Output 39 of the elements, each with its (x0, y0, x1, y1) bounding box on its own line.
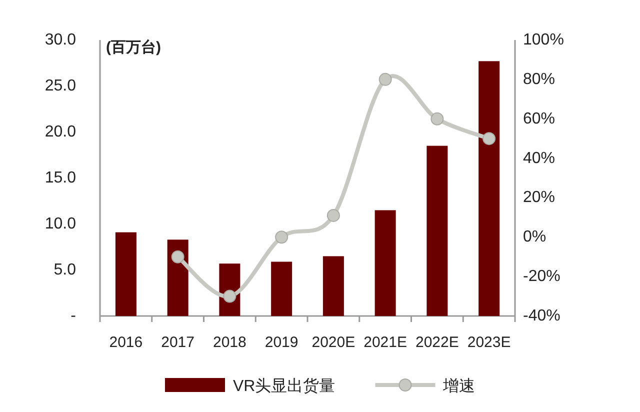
legend-label: 增速 (442, 377, 476, 395)
y2-tick-label: 80% (523, 70, 556, 88)
y-tick-label: 5.0 (54, 262, 76, 278)
y-tick-label: - (70, 308, 76, 324)
y2-tick-label: -20% (523, 268, 560, 286)
y2-tick-label: -40% (523, 308, 560, 324)
bar (426, 146, 448, 316)
y2-tick-label: 100% (523, 32, 564, 48)
y-tick-label: 10.0 (44, 216, 76, 232)
bar (322, 256, 344, 316)
x-tick-label: 2019 (264, 334, 298, 351)
y2-tick-label: 40% (523, 150, 556, 167)
point (171, 250, 184, 264)
y-tick-label: 25.0 (44, 78, 76, 94)
bar (115, 232, 136, 316)
bar (374, 210, 396, 316)
x-tick-label: 2022E (416, 334, 459, 351)
point (482, 132, 496, 146)
y-axis-title: (百万台) (106, 39, 161, 56)
x-tick-label: 2021E (364, 334, 407, 351)
legend-label: VR头显出货量 (233, 377, 336, 395)
x-tick-label: 2017 (161, 334, 194, 351)
point (378, 72, 392, 86)
y2-tick-label: 0% (523, 228, 546, 246)
bar (478, 61, 500, 316)
y-tick-label: 20.0 (44, 124, 76, 140)
point (275, 230, 288, 244)
bar (271, 262, 292, 316)
x-tick-label: 2018 (213, 334, 246, 351)
y2-tick-label: 20% (523, 189, 556, 206)
y-tick-label: 30.0 (44, 32, 76, 48)
x-tick-label: 2023E (467, 334, 511, 351)
point (326, 208, 340, 222)
y-tick-label: 15.0 (44, 170, 76, 186)
x-tick-label: 2020E (312, 334, 356, 351)
x-tick-label: 2016 (109, 334, 143, 351)
y2-tick-label: 60% (523, 110, 556, 128)
bar (167, 240, 188, 316)
point (430, 112, 444, 126)
